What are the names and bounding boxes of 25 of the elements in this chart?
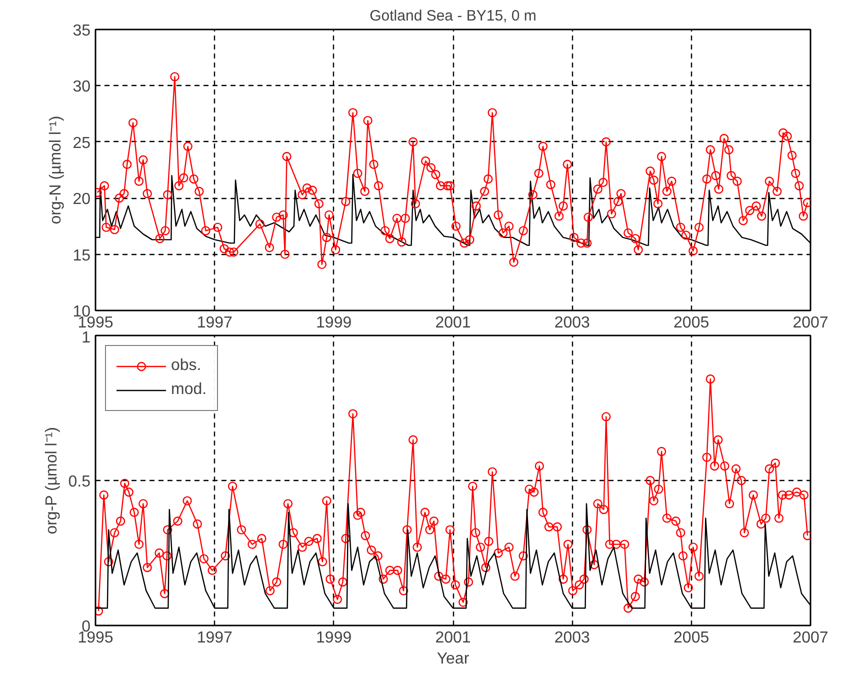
y-tick-label: 25 (72, 134, 91, 152)
x-tick-label: 2001 (435, 314, 471, 332)
x-tick-label: 1999 (316, 630, 352, 646)
x-tick-label: 2001 (435, 630, 471, 646)
x-tick-label: 1997 (196, 314, 233, 332)
x-axis-title: Year (436, 650, 470, 668)
x-tick-label: 1997 (196, 630, 233, 646)
y-tick-label: 35 (72, 22, 91, 40)
x-tick-label: 2005 (674, 314, 710, 332)
y-axis-title: org-P (µmol l⁻¹) (43, 427, 60, 534)
y-tick-label: 20 (72, 191, 91, 208)
y-tick-label: 15 (72, 247, 91, 264)
y-tick-label: 30 (72, 78, 91, 96)
y-tick-label: 0.5 (68, 474, 91, 490)
legend-label: obs. (171, 357, 202, 375)
x-tick-label: 2007 (792, 630, 828, 646)
x-tick-label: 1999 (316, 314, 352, 332)
x-tick-label: 2005 (674, 630, 710, 646)
y-tick-label: 1 (82, 330, 91, 346)
x-tick-label: 2003 (554, 314, 590, 332)
x-tick-label: 2003 (554, 630, 590, 646)
chart-title: Gotland Sea - BY15, 0 m (370, 8, 536, 24)
x-tick-label: 2007 (792, 314, 828, 332)
legend-label: mod. (171, 381, 207, 399)
y-axis-title: org-N (µmol l⁻¹) (48, 116, 65, 224)
